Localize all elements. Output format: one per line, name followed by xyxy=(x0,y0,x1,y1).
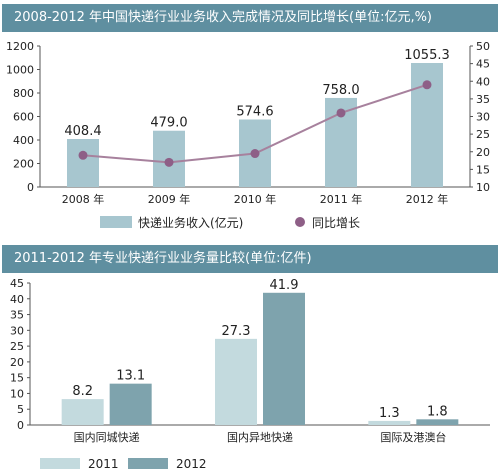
chart2-bar-2011 xyxy=(61,399,104,425)
chart2-y-tick-label: 15 xyxy=(10,372,24,385)
chart2-x-tick-label: 国际及港澳台 xyxy=(380,430,446,444)
chart1-growth-point xyxy=(250,149,260,159)
chart1-legend-swatch-bar xyxy=(100,216,132,228)
chart2-bar-label: 1.8 xyxy=(427,404,448,419)
chart2-bar-label: 27.3 xyxy=(222,324,251,339)
chart2-bar-2012 xyxy=(109,383,152,425)
chart1-bar-label: 1055.3 xyxy=(404,48,450,63)
chart1-legend-label-bar: 快递业务收入(亿元) xyxy=(138,215,243,230)
chart1-x-tick-label: 2011 年 xyxy=(320,192,363,206)
chart1-left-tick-label: 1200 xyxy=(6,40,34,53)
chart1-legend-swatch-line xyxy=(295,217,305,227)
chart2-bar-label: 1.3 xyxy=(379,406,400,421)
chart2-legend-swatch-2011 xyxy=(40,458,80,469)
chart1-left-tick-label: 0 xyxy=(27,181,34,194)
chart2-legend-label-2012: 2012 xyxy=(176,457,207,471)
chart1-title: 2008-2012 年中国快递行业业务收入完成情况及同比增长(单位:亿元,%) xyxy=(2,4,498,32)
chart1-bar-label: 758.0 xyxy=(322,83,359,98)
chart1-x-tick-label: 2012 年 xyxy=(406,192,449,206)
chart2-y-tick-label: 40 xyxy=(10,293,24,306)
chart2-y-tick-label: 10 xyxy=(10,387,24,400)
chart2-legend-swatch-2012 xyxy=(128,458,168,469)
chart1-growth-point xyxy=(336,108,346,118)
chart1-right-tick-label: 40 xyxy=(476,75,490,88)
chart2-y-tick-label: 25 xyxy=(10,340,24,353)
chart1-left-tick-label: 400 xyxy=(13,134,34,147)
chart1-x-tick-label: 2010 年 xyxy=(234,192,277,206)
chart2-bar-label: 8.2 xyxy=(72,384,93,399)
chart1-left-tick-label: 200 xyxy=(13,158,34,171)
chart1-left-tick-label: 800 xyxy=(13,87,34,100)
chart1-growth-point xyxy=(422,80,432,90)
chart1-right-tick-label: 30 xyxy=(476,111,490,124)
chart1-growth-point xyxy=(78,150,88,160)
chart2-y-tick-label: 20 xyxy=(10,356,24,369)
chart1-right-tick-label: 10 xyxy=(476,181,490,194)
chart2-bar-2012 xyxy=(416,419,459,425)
chart2-x-tick-label: 国内异地快递 xyxy=(227,430,293,444)
chart2-x-tick-label: 国内同城快递 xyxy=(74,430,140,444)
chart1-right-tick-label: 45 xyxy=(476,58,490,71)
chart1-bar-label: 479.0 xyxy=(150,116,187,131)
chart1-right-tick-label: 35 xyxy=(476,93,490,106)
chart1-bar-label: 574.6 xyxy=(236,104,273,119)
chart1-growth-point xyxy=(164,157,174,167)
chart2-legend-label-2011: 2011 xyxy=(88,457,119,471)
chart1-x-tick-label: 2008 年 xyxy=(62,192,105,206)
chart2-bar-label: 41.9 xyxy=(270,278,299,293)
chart1-left-tick-label: 1000 xyxy=(6,64,34,77)
chart2-y-tick-label: 30 xyxy=(10,324,24,337)
chart2-y-tick-label: 35 xyxy=(10,309,24,322)
chart2-y-tick-label: 45 xyxy=(10,277,24,290)
chart1-left-tick-label: 600 xyxy=(13,111,34,124)
chart2-y-tick-label: 0 xyxy=(17,419,24,432)
chart2-bar-label: 13.1 xyxy=(116,369,145,384)
chart2-bar-2012 xyxy=(263,292,305,425)
chart1-x-tick-label: 2009 年 xyxy=(148,192,191,206)
chart1-bar xyxy=(67,139,99,187)
chart1-right-tick-label: 15 xyxy=(476,163,490,176)
chart2-title: 2011-2012 年专业快递行业业务量比较(单位:亿件) xyxy=(2,245,498,273)
chart1-bar-label: 408.4 xyxy=(64,124,101,139)
chart1-right-tick-label: 25 xyxy=(476,128,490,141)
chart1-right-tick-label: 50 xyxy=(476,40,490,53)
chart1-right-tick-label: 20 xyxy=(476,146,490,159)
chart2-bar-2011 xyxy=(215,338,257,425)
chart2-y-tick-label: 5 xyxy=(17,403,24,416)
chart2-bar-2011 xyxy=(368,420,411,425)
chart1-legend-label-line: 同比增长 xyxy=(312,216,360,230)
